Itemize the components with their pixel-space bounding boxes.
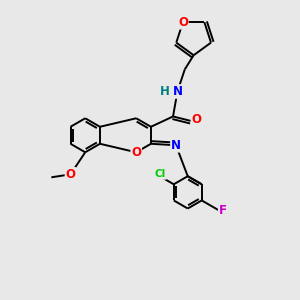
Text: N: N: [171, 139, 181, 152]
Text: H: H: [160, 85, 170, 98]
Text: N: N: [172, 85, 182, 98]
Text: O: O: [192, 113, 202, 126]
Text: O: O: [178, 16, 188, 29]
Text: F: F: [219, 203, 227, 217]
Text: O: O: [131, 146, 141, 159]
Text: Cl: Cl: [155, 169, 166, 179]
Text: O: O: [65, 168, 76, 181]
